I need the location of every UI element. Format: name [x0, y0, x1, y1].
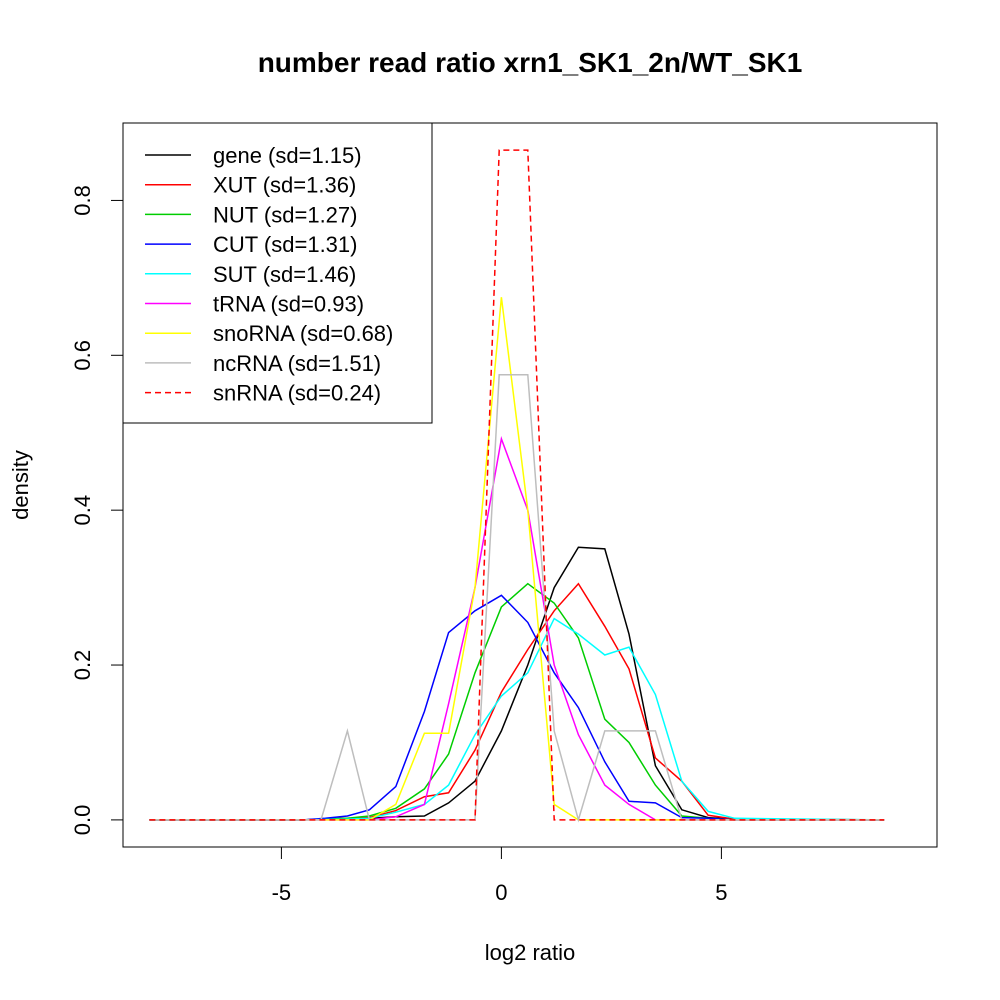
legend-label-5: tRNA (sd=0.93)	[213, 292, 364, 317]
y-tick-label: 0.8	[70, 185, 95, 216]
series-layer	[149, 149, 885, 823]
x-tick-label: -5	[272, 880, 292, 905]
legend-label-7: ncRNA (sd=1.51)	[213, 351, 381, 376]
legend-label-0: gene (sd=1.15)	[213, 143, 362, 168]
legend-label-8: snRNA (sd=0.24)	[213, 381, 381, 406]
legend-label-2: NUT (sd=1.27)	[213, 202, 357, 227]
x-tick-label: 5	[715, 880, 727, 905]
legend: gene (sd=1.15) XUT (sd=1.36) NUT (sd=1.27)…	[122, 122, 433, 424]
series-line-5	[149, 436, 885, 821]
series-line-4	[149, 617, 885, 821]
y-axis-label: density	[8, 450, 33, 520]
y-tick-label: 0.2	[70, 650, 95, 681]
legend-label-3: CUT (sd=1.31)	[213, 232, 357, 257]
x-axis-label: log2 ratio	[485, 940, 576, 965]
legend-label-1: XUT (sd=1.36)	[213, 173, 356, 198]
series-line-8	[149, 149, 885, 821]
series-line-3	[149, 594, 885, 821]
x-axis: -5 0 5	[272, 846, 728, 905]
y-tick-label: 0.4	[70, 495, 95, 526]
legend-box	[122, 122, 433, 424]
x-tick-label: 0	[495, 880, 507, 905]
chart-title: number read ratio xrn1_SK1_2n/WT_SK1	[258, 47, 803, 78]
legend-items: gene (sd=1.15) XUT (sd=1.36) NUT (sd=1.27)…	[145, 143, 393, 406]
y-tick-label: 0.0	[70, 805, 95, 836]
y-tick-label: 0.6	[70, 340, 95, 371]
series-line-0	[149, 546, 885, 821]
series-line-7	[149, 373, 885, 823]
y-axis: 0.0 0.2 0.4 0.6 0.8	[70, 185, 124, 836]
series-line-2	[149, 582, 885, 821]
legend-label-4: SUT (sd=1.46)	[213, 262, 356, 287]
legend-label-6: snoRNA (sd=0.68)	[213, 321, 393, 346]
series-line-1	[149, 582, 885, 821]
